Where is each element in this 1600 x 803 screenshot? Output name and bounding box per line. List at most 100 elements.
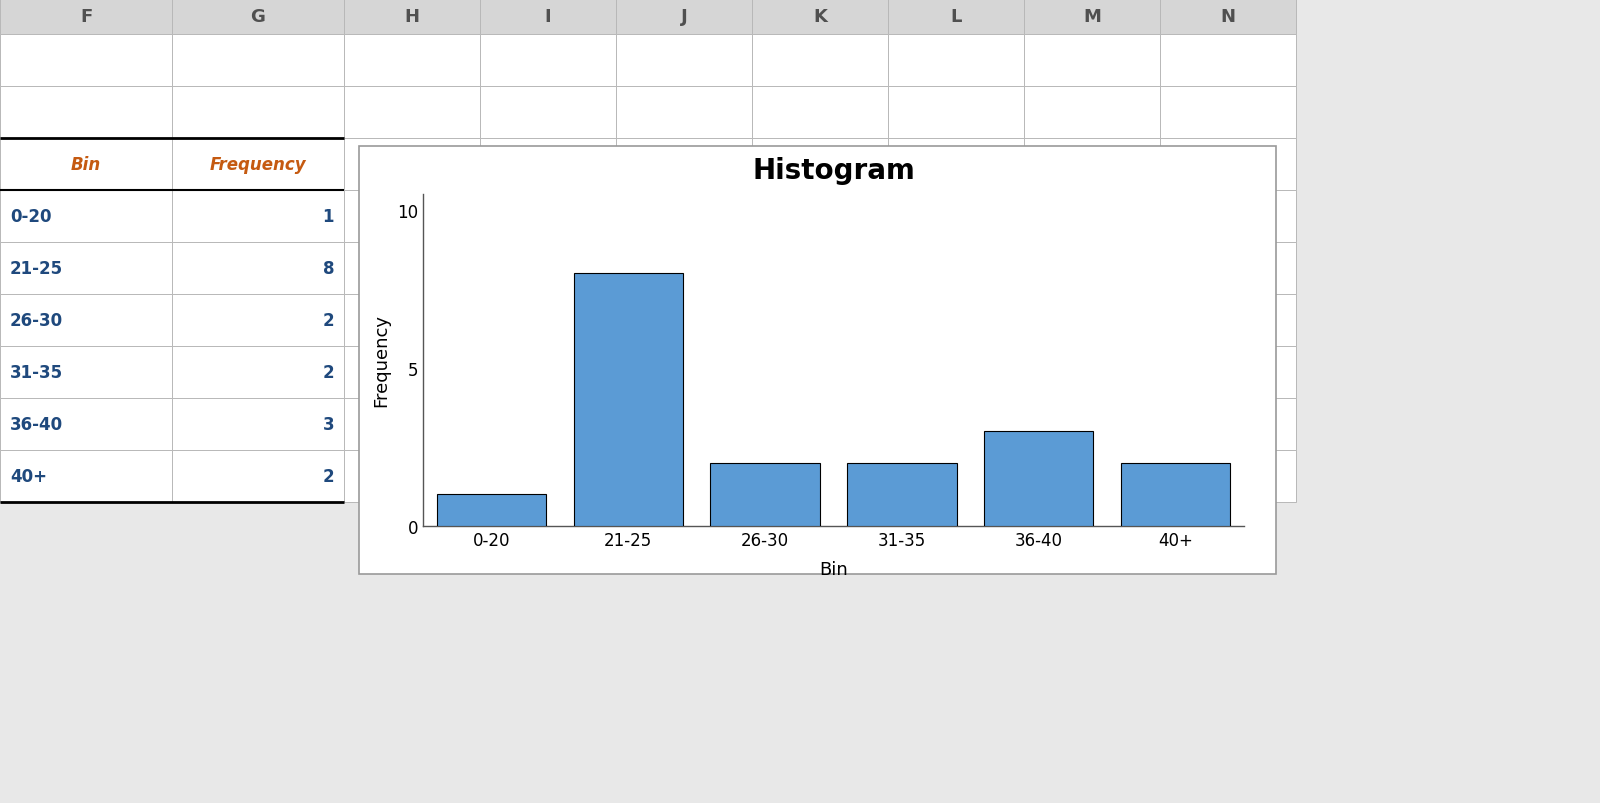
- Bar: [1160, 191, 1296, 243]
- Bar: [0, 87, 173, 139]
- Bar: [752, 0, 888, 35]
- Text: 40+: 40+: [10, 467, 46, 485]
- Bar: [888, 0, 1024, 35]
- Bar: [0, 191, 173, 243]
- Bar: [752, 295, 888, 347]
- Bar: [1024, 139, 1160, 191]
- Bar: [480, 0, 616, 35]
- Text: 21-25: 21-25: [10, 259, 62, 278]
- Bar: [480, 347, 616, 398]
- Text: L: L: [950, 9, 962, 26]
- Bar: [173, 191, 344, 243]
- Bar: [888, 450, 1024, 503]
- Bar: [1160, 243, 1296, 295]
- Bar: [616, 139, 752, 191]
- Bar: [1024, 191, 1160, 243]
- Bar: [1160, 139, 1296, 191]
- Bar: [1160, 295, 1296, 347]
- Y-axis label: Frequency: Frequency: [373, 314, 390, 407]
- Bar: [344, 450, 480, 503]
- Bar: [480, 398, 616, 450]
- Bar: [1160, 398, 1296, 450]
- Bar: [616, 347, 752, 398]
- Bar: [480, 450, 616, 503]
- Text: 3: 3: [322, 415, 334, 434]
- Text: K: K: [813, 9, 827, 26]
- Text: Bin: Bin: [70, 156, 101, 173]
- Bar: [888, 347, 1024, 398]
- Bar: [437, 495, 546, 526]
- Bar: [1024, 398, 1160, 450]
- Text: 26-30: 26-30: [10, 312, 62, 329]
- Bar: [752, 35, 888, 87]
- Text: Frequency: Frequency: [210, 156, 306, 173]
- Text: M: M: [1083, 9, 1101, 26]
- Bar: [1024, 35, 1160, 87]
- Bar: [1160, 450, 1296, 503]
- Bar: [752, 191, 888, 243]
- Bar: [984, 431, 1093, 526]
- Bar: [710, 463, 819, 526]
- Bar: [173, 87, 344, 139]
- Bar: [480, 295, 616, 347]
- Bar: [0, 139, 173, 191]
- Bar: [888, 243, 1024, 295]
- Bar: [1122, 463, 1230, 526]
- Bar: [752, 450, 888, 503]
- Text: 0-20: 0-20: [10, 208, 51, 226]
- Bar: [888, 87, 1024, 139]
- Bar: [344, 398, 480, 450]
- Bar: [344, 87, 480, 139]
- Text: I: I: [544, 9, 552, 26]
- Bar: [616, 0, 752, 35]
- Bar: [1160, 87, 1296, 139]
- Bar: [0, 450, 173, 503]
- Bar: [573, 274, 683, 526]
- Bar: [480, 35, 616, 87]
- Bar: [752, 398, 888, 450]
- Text: 2: 2: [322, 312, 334, 329]
- Bar: [0, 0, 173, 35]
- Bar: [358, 147, 1277, 574]
- Bar: [0, 35, 173, 87]
- Bar: [616, 450, 752, 503]
- Bar: [888, 295, 1024, 347]
- Text: 8: 8: [323, 259, 334, 278]
- Bar: [173, 450, 344, 503]
- Bar: [344, 191, 480, 243]
- Bar: [752, 243, 888, 295]
- Text: 2: 2: [322, 364, 334, 381]
- Bar: [173, 35, 344, 87]
- Bar: [616, 243, 752, 295]
- Bar: [888, 398, 1024, 450]
- Bar: [616, 398, 752, 450]
- Bar: [616, 295, 752, 347]
- Bar: [888, 35, 1024, 87]
- Bar: [1024, 87, 1160, 139]
- Text: G: G: [251, 9, 266, 26]
- Bar: [480, 191, 616, 243]
- Bar: [888, 139, 1024, 191]
- Bar: [1160, 347, 1296, 398]
- Bar: [1024, 347, 1160, 398]
- Bar: [480, 139, 616, 191]
- Bar: [0, 398, 173, 450]
- Bar: [173, 0, 344, 35]
- Bar: [1024, 243, 1160, 295]
- Bar: [344, 35, 480, 87]
- Bar: [616, 35, 752, 87]
- Bar: [173, 243, 344, 295]
- Bar: [344, 347, 480, 398]
- Bar: [1024, 0, 1160, 35]
- Bar: [0, 295, 173, 347]
- Bar: [616, 87, 752, 139]
- Bar: [846, 463, 957, 526]
- Bar: [0, 243, 173, 295]
- Bar: [1160, 0, 1296, 35]
- Bar: [616, 191, 752, 243]
- Bar: [173, 295, 344, 347]
- Bar: [344, 243, 480, 295]
- Text: 31-35: 31-35: [10, 364, 62, 381]
- Bar: [344, 139, 480, 191]
- Bar: [752, 139, 888, 191]
